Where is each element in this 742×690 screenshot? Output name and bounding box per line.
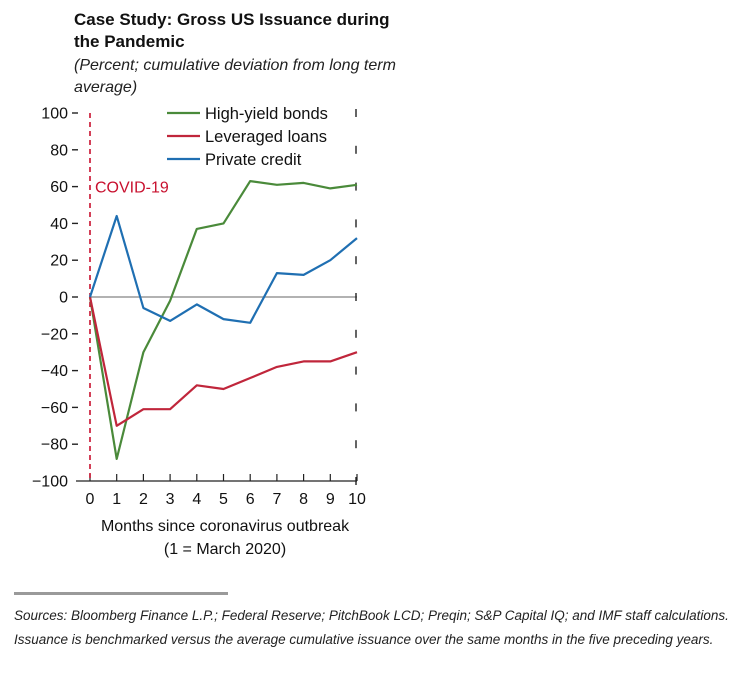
y-tick-label: −100: [32, 474, 68, 491]
y-tick-label: 80: [50, 142, 68, 159]
y-tick-label: 60: [50, 179, 68, 196]
x-tick-label: 3: [166, 491, 175, 508]
y-tick-label: −20: [41, 326, 68, 343]
legend-label: Private credit: [205, 151, 302, 169]
x-tick-label: 2: [139, 491, 148, 508]
series-line: [88, 180, 358, 460]
legend-label: Leveraged loans: [205, 128, 327, 146]
x-tick-label: 9: [326, 491, 335, 508]
y-tick-label: −40: [41, 363, 68, 380]
source-note: Sources: Bloomberg Finance L.P.; Federal…: [14, 608, 729, 647]
footer-divider: [14, 592, 228, 595]
legend-label: High-yield bonds: [205, 105, 328, 123]
x-axis-label-line1: Months since coronavirus outbreak: [100, 518, 350, 535]
chart-title: Case Study: Gross US Issuance during the…: [74, 10, 390, 51]
series-line: [88, 214, 358, 324]
y-tick-label: 100: [41, 106, 68, 123]
x-tick-label: 0: [86, 491, 95, 508]
covid-marker-label: COVID-19: [95, 180, 169, 197]
y-tick-label: 20: [50, 253, 68, 270]
y-tick-label: 0: [59, 290, 68, 307]
y-tick-label: −60: [41, 400, 68, 417]
chart-subtitle: (Percent; cumulative deviation from long…: [74, 57, 396, 96]
x-tick-label: 1: [112, 491, 121, 508]
x-axis-label-line2: (1 = March 2020): [163, 541, 287, 558]
x-tick-label: 7: [272, 491, 281, 508]
x-tick-label: 8: [299, 491, 308, 508]
y-tick-label: −80: [41, 437, 68, 454]
y-tick-label: 40: [50, 216, 68, 233]
x-axis-label: Months since coronavirus outbreak (1 = M…: [60, 515, 390, 561]
x-tick-label: 10: [348, 491, 366, 508]
x-tick-label: 5: [219, 491, 228, 508]
series-line: [88, 296, 358, 427]
x-tick-label: 6: [246, 491, 255, 508]
x-tick-label: 4: [192, 491, 201, 508]
